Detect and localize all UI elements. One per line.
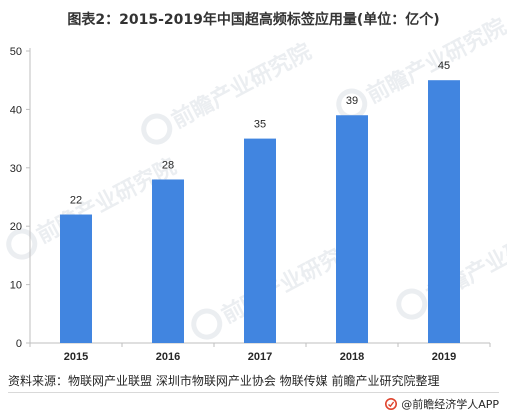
footer-divider [8,392,499,393]
y-tick-label: 10 [10,280,22,292]
x-tick-label: 2015 [64,351,88,363]
bar [152,179,184,343]
qianzhan-logo-icon [385,398,398,410]
bars [60,80,460,344]
y-tick-label: 30 [10,163,22,175]
y-tick-label: 20 [10,221,22,233]
x-tick-label: 2017 [248,351,272,363]
chart-title: 图表2：2015-2019年中国超高频标签应用量(单位：亿个) [67,12,440,28]
y-tick-label: 0 [16,338,22,350]
credit-text: @前瞻经济学人APP [401,398,499,411]
watermark: 前瞻产业研究院 [141,39,316,145]
watermark-logo-icon [396,288,428,320]
bar [336,115,368,344]
labels: 22 2015 28 2016 35 2017 39 2018 45 2019 [64,60,456,363]
data-label: 22 [70,195,82,207]
data-label: 28 [162,159,174,171]
y-tick-label: 40 [10,104,22,116]
credit-line: @前瞻经济学人APP [385,396,499,412]
watermark-logo-icon [141,113,173,145]
data-label: 35 [254,119,266,131]
bar [428,80,460,343]
watermark-logo-icon [191,308,223,340]
watermark-text: 前瞻产业研究院 [167,39,315,134]
data-label: 45 [438,60,450,72]
bar [244,138,276,343]
watermark-logo-icon [6,228,38,260]
source-note: 资料来源：物联网产业联盟 深圳市物联网产业协会 物联传媒 前瞻产业研究院整理 [8,374,440,388]
x-tick-label: 2019 [432,351,456,363]
x-tick-label: 2016 [156,351,180,363]
bar [60,214,92,343]
watermark: 前瞻产业研究院 [336,14,507,120]
x-tick-label: 2018 [340,351,364,363]
data-label: 39 [346,95,358,107]
y-tick-label: 50 [10,46,22,58]
